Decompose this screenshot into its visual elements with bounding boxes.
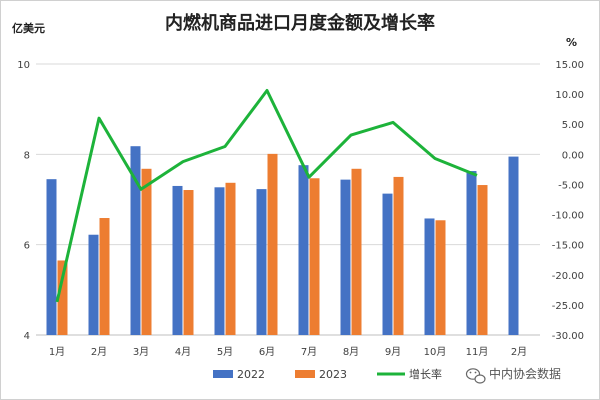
right-tick-label: -25.00 — [552, 301, 584, 312]
bar-2022 — [88, 234, 99, 335]
legend-swatch — [213, 370, 233, 378]
bar-2022 — [466, 171, 477, 335]
x-tick-label: 4月 — [175, 346, 191, 358]
bar-2023 — [183, 190, 194, 335]
bar-2022 — [340, 179, 351, 335]
x-tick-label: 10月 — [424, 346, 447, 358]
right-tick-label: -15.00 — [552, 241, 584, 252]
x-tick-label: 1月 — [49, 346, 65, 358]
bar-2023 — [393, 176, 404, 335]
legend-label: 2023 — [319, 368, 347, 381]
bars — [46, 146, 519, 335]
bar-2023 — [57, 260, 68, 335]
x-axis-ticks: 1月 2月 3月 4月 5月 6月 7月 8月 9月 10月 11月 2月 — [49, 346, 527, 358]
x-tick-label: 7月 — [301, 346, 317, 358]
x-tick-label: 9月 — [385, 346, 401, 358]
legend-label: 2022 — [237, 368, 265, 381]
right-axis-unit: % — [566, 36, 577, 49]
right-tick-label: 5.00 — [562, 120, 584, 131]
watermark-text: 中内协会数据 — [489, 366, 561, 381]
gridlines — [36, 63, 540, 336]
right-axis-ticks: 15.00 10.00 5.00 0.00 -5.00 -10.00 -15.00 -20.0… — [552, 60, 584, 342]
right-tick-label: -5.00 — [558, 180, 584, 191]
legend: 2022 2023 增长率 — [213, 367, 442, 381]
right-tick-label: -20.00 — [552, 271, 584, 282]
wechat-icon — [465, 368, 486, 384]
x-tick-label: 8月 — [343, 346, 359, 358]
bar-2022 — [424, 218, 435, 335]
bar-2022 — [256, 189, 267, 335]
left-tick-label: 4 — [24, 331, 30, 342]
bar-2023 — [141, 168, 152, 335]
x-tick-label: 5月 — [217, 346, 233, 358]
growth-line — [55, 89, 478, 303]
x-tick-label: 2月 — [511, 346, 527, 358]
x-tick-label: 6月 — [259, 346, 275, 358]
left-axis-ticks: 4 6 8 10 — [17, 60, 30, 342]
right-tick-label: -10.00 — [552, 211, 584, 222]
bar-2023 — [351, 168, 362, 335]
legend-label: 增长率 — [409, 367, 442, 381]
bar-2022 — [298, 165, 309, 335]
bar-2022 — [130, 146, 141, 335]
bar-2022 — [172, 185, 183, 335]
left-axis-unit: 亿美元 — [12, 21, 45, 35]
bar-2022 — [214, 187, 225, 335]
right-tick-label: -30.00 — [552, 331, 584, 342]
chart-title: 内燃机商品进口月度金额及增长率 — [165, 12, 435, 34]
left-tick-label: 10 — [17, 60, 30, 71]
bar-2023 — [477, 185, 488, 335]
x-tick-label: 11月 — [466, 346, 489, 358]
legend-swatch — [295, 370, 315, 378]
bar-2023 — [309, 178, 320, 335]
left-tick-label: 6 — [24, 241, 30, 252]
right-tick-label: 0.00 — [562, 150, 584, 161]
growth-rate-line — [55, 89, 478, 303]
bar-2022 — [382, 193, 393, 335]
bar-2023 — [267, 153, 278, 335]
watermark: 中内协会数据 — [465, 366, 561, 384]
bar-2022 — [46, 179, 57, 335]
bar-2023 — [225, 182, 236, 335]
bar-2022 — [508, 156, 519, 335]
x-tick-label: 2月 — [91, 346, 107, 358]
left-tick-label: 8 — [24, 150, 30, 161]
bar-2023 — [99, 218, 110, 335]
x-tick-label: 3月 — [133, 346, 149, 358]
right-tick-label: 15.00 — [555, 60, 584, 71]
bar-2023 — [435, 220, 446, 335]
right-tick-label: 10.00 — [555, 90, 584, 101]
